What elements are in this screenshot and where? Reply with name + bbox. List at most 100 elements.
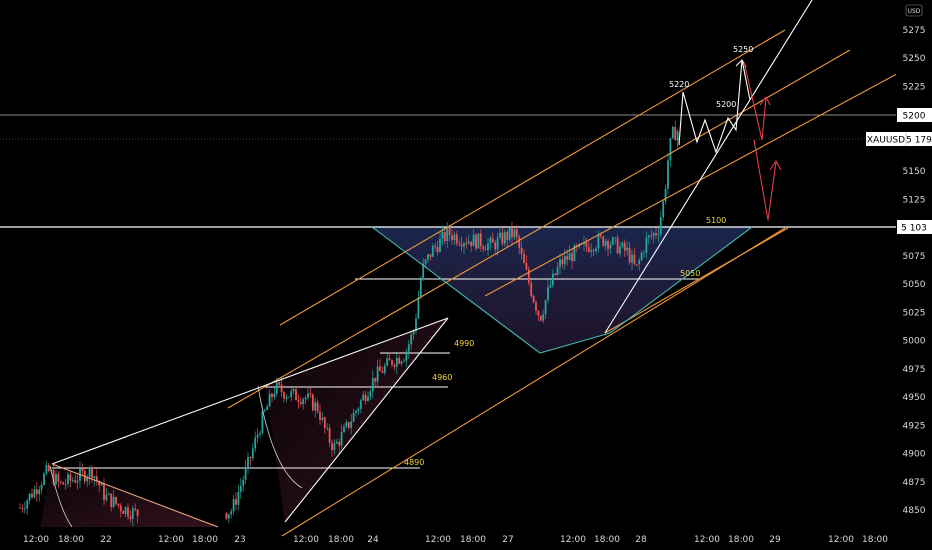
candle-body — [587, 246, 590, 252]
candle-body — [664, 188, 667, 202]
candle-body — [443, 231, 446, 241]
candle-body — [422, 263, 425, 280]
candle-body — [69, 474, 72, 481]
candle-body — [667, 160, 669, 189]
y-tick-label: 5275 — [903, 26, 926, 36]
head-shoulders-lines — [371, 226, 753, 354]
candle-body — [424, 259, 427, 264]
x-tick-label: 12:00 — [560, 535, 586, 545]
candle-body — [475, 234, 477, 249]
candle-body — [40, 484, 43, 490]
candle-body — [352, 412, 355, 422]
candle-body — [436, 246, 439, 252]
candle-body — [535, 302, 537, 311]
candle-body — [98, 480, 101, 486]
candle-body — [453, 234, 456, 241]
candle-body — [292, 389, 295, 392]
candle-body — [124, 507, 127, 514]
candle-body — [633, 254, 636, 265]
candle-body — [227, 514, 230, 519]
candle-body — [662, 201, 665, 218]
candle-body — [650, 235, 653, 237]
y-tick-label: 5225 — [903, 82, 926, 92]
candle-body — [122, 511, 125, 514]
candle-body — [19, 507, 21, 509]
candle-body — [532, 295, 535, 303]
candle-body — [81, 468, 84, 472]
candle-body — [268, 393, 271, 407]
candle-body — [261, 410, 264, 434]
candle-body — [388, 358, 391, 361]
candle-body — [503, 232, 506, 244]
candle-body — [47, 465, 50, 471]
candle-body — [321, 417, 324, 420]
candle-body — [115, 496, 117, 504]
level-label-4890: 4890 — [404, 458, 424, 467]
candle-body — [67, 474, 69, 485]
candle-body — [369, 391, 372, 397]
candle-body — [309, 393, 312, 395]
candle-body — [643, 252, 645, 254]
candle-body — [676, 131, 679, 141]
falling-wedge-line — [51, 463, 219, 528]
candle-body — [43, 473, 45, 485]
candle-body — [364, 394, 367, 401]
x-tick-label: 22 — [100, 535, 111, 545]
candle-body — [441, 231, 444, 239]
candle-body — [71, 480, 74, 481]
svg-text:5 103: 5 103 — [901, 224, 927, 234]
candle-body — [134, 508, 137, 510]
x-tick-label: 18:00 — [328, 535, 354, 545]
candle-body — [407, 344, 410, 352]
level-label-5050: 5050 — [680, 269, 700, 278]
candle-body — [307, 393, 309, 398]
candle-body — [542, 314, 545, 321]
candle-body — [311, 394, 314, 411]
candle-body — [604, 240, 607, 246]
y-tick-label: 4925 — [903, 421, 926, 431]
candle-body — [427, 254, 429, 260]
candle-body — [59, 481, 62, 483]
candle-body — [119, 505, 122, 512]
y-tick-label: 5125 — [903, 195, 926, 205]
candle-body — [244, 467, 247, 480]
candle-body — [628, 247, 631, 263]
candle-body — [460, 244, 463, 247]
x-tick-label: 29 — [769, 535, 781, 545]
candle-body — [110, 493, 113, 508]
currency-badge[interactable]: USD — [905, 4, 923, 17]
candle-body — [35, 489, 38, 495]
candle-body — [333, 443, 336, 451]
price-axis[interactable]: 5275 5250 5225 5150 5125 5075 5050 5025 5000 4975… — [896, 0, 932, 550]
candle-body — [105, 494, 108, 500]
candle-body — [477, 233, 480, 249]
candle-body — [328, 428, 331, 443]
candle-body — [338, 441, 341, 446]
time-axis[interactable]: 12:00 18:00 22 12:00 18:00 23 12:00 18:00 24 12:0… — [23, 535, 888, 545]
y-tick-label: 4900 — [903, 450, 926, 460]
candle-body — [242, 479, 245, 486]
candle-body — [45, 465, 48, 474]
symbol-label: XAUUSD — [867, 136, 905, 146]
y-tick-label: 5025 — [903, 308, 926, 318]
candle-body — [395, 357, 398, 367]
candle-body — [479, 233, 482, 247]
candle-body — [621, 242, 624, 247]
candle-body — [599, 235, 602, 237]
candle-body — [314, 402, 317, 411]
candle-body — [556, 267, 559, 275]
candle-body — [64, 484, 67, 485]
candle-body — [283, 392, 285, 399]
level-label-4960: 4960 — [432, 373, 452, 382]
candle-body — [91, 467, 93, 479]
candle-body — [259, 433, 261, 435]
candle-body — [638, 259, 641, 265]
candle-body — [554, 273, 557, 275]
x-tick-label: 18:00 — [594, 535, 620, 545]
candle-body — [455, 234, 458, 244]
candle-body — [254, 437, 257, 449]
candle-body — [549, 285, 552, 288]
rising-wedge-fill — [265, 318, 448, 522]
candle-body — [537, 310, 540, 316]
